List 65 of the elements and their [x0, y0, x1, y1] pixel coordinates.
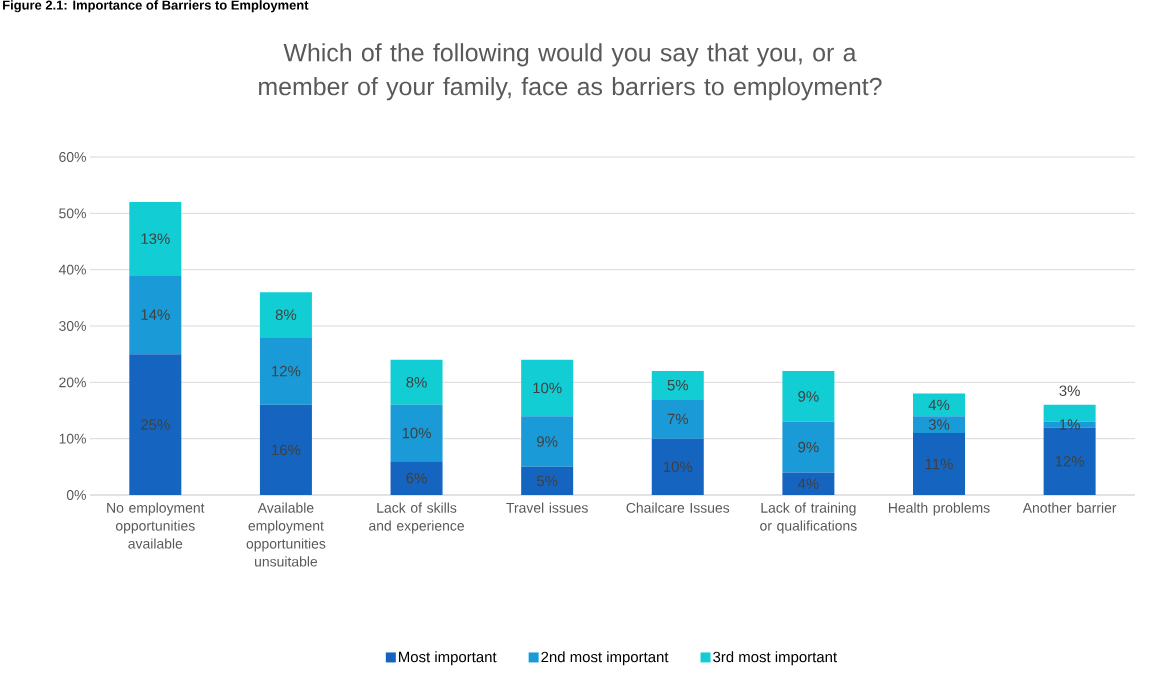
legend-label: Most important — [399, 651, 497, 666]
data-label: 9% — [798, 391, 819, 402]
caption: Figure 2.1: Importance of Barriers to Employment — [3, 0, 309, 13]
legend-label: 2nd most important — [541, 651, 669, 666]
y-tick-label: 30% — [59, 321, 86, 331]
bar — [521, 466, 574, 495]
data-label: 8% — [275, 309, 297, 321]
bar — [782, 472, 835, 495]
x-tick-label: Health problems — [888, 502, 990, 516]
data-label: 8% — [406, 377, 427, 388]
data-label: 7% — [667, 413, 689, 425]
data-label: 6% — [406, 472, 427, 484]
x-tick-label: Another barrier — [1022, 502, 1117, 513]
x-tick-label: Lack of training or qualifications — [760, 502, 857, 534]
data-label: 13% — [141, 233, 170, 244]
bar — [390, 461, 443, 495]
bar — [390, 359, 443, 405]
y-tick-label: 10% — [59, 433, 86, 444]
bar — [129, 354, 182, 495]
bar — [521, 416, 574, 467]
x-tick-label: Available employment opportunities unsuitable — [246, 502, 326, 567]
bar — [259, 292, 312, 338]
bar — [913, 393, 965, 417]
data-label: 4% — [797, 478, 819, 489]
bar — [651, 399, 704, 439]
data-label: 11% — [925, 458, 953, 470]
data-label: 25% — [141, 419, 170, 430]
bar — [259, 337, 312, 405]
y-tick-label: 50% — [59, 208, 86, 219]
bar — [651, 371, 704, 400]
x-tick-label: Lack of skills and experience — [369, 502, 464, 534]
y-tick-label: 20% — [59, 377, 86, 388]
data-label: 12% — [1055, 455, 1085, 467]
x-tick-label: Travel issues — [506, 502, 588, 513]
bar — [129, 202, 182, 276]
data-label: 1% — [1059, 419, 1080, 430]
data-label: 3% — [1059, 385, 1080, 397]
x-tick-label: Chailcare Issues — [626, 502, 730, 513]
bar — [782, 371, 835, 422]
data-label: 10% — [533, 382, 562, 394]
legend-label: 3rd most important — [713, 651, 837, 666]
bar — [521, 359, 574, 417]
data-label: 5% — [536, 475, 558, 487]
chart-title: Which of the following would you say that you, or a member of your family, face as barriers to employment? — [259, 43, 882, 101]
bar — [390, 404, 443, 462]
bar — [782, 421, 835, 473]
data-label: 3% — [928, 419, 950, 430]
bar — [913, 416, 965, 434]
data-label: 16% — [272, 444, 301, 456]
data-label: 12% — [272, 365, 301, 377]
bar — [651, 438, 704, 495]
y-tick-label: 60% — [59, 152, 86, 162]
y-tick-label: 40% — [58, 264, 86, 275]
data-label: 10% — [663, 461, 693, 473]
bar — [259, 404, 312, 495]
data-label: 9% — [798, 441, 819, 453]
data-label: 9% — [537, 436, 558, 447]
data-label: 4% — [928, 399, 950, 411]
data-label: 14% — [141, 309, 170, 320]
data-label: 10% — [402, 427, 431, 439]
x-tick-label: No employment opportunities available — [107, 502, 205, 549]
data-label: 5% — [667, 379, 689, 391]
bar — [129, 275, 182, 355]
bar — [913, 433, 965, 495]
y-tick-label: 0% — [66, 490, 86, 500]
